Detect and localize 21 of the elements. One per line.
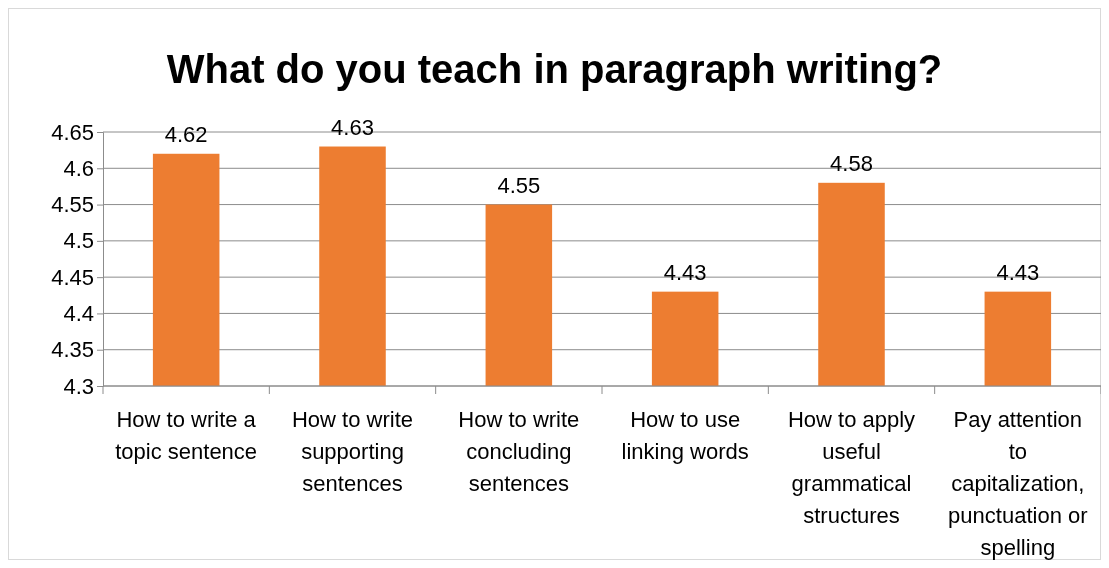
data-label: 4.58	[830, 150, 873, 176]
y-tick-label: 4.55	[51, 192, 94, 218]
y-tick-label: 4.5	[63, 228, 94, 254]
data-label: 4.43	[996, 259, 1040, 285]
x-tick-label: Pay attention to capitalization, punctuation or spelling	[948, 407, 1088, 560]
x-tick-label: How to write supporting sentences	[291, 407, 414, 496]
y-tick-label: 4.35	[51, 337, 94, 363]
chart-title: What do you teach in paragraph writing?	[166, 47, 943, 91]
x-tick-label: How to apply useful grammatical structures	[787, 407, 916, 528]
data-label: 4.43	[663, 259, 707, 285]
y-tick-label: 4.6	[63, 155, 94, 181]
y-tick-label: 4.4	[63, 300, 94, 326]
y-tick-label: 4.65	[51, 119, 94, 145]
x-tick-label: How to write concluding sentences	[458, 407, 580, 496]
x-tick-label: How to write a topic sentence	[115, 407, 258, 464]
y-tick-label: 4.3	[63, 373, 94, 399]
x-tick-label: How to use linking words	[621, 407, 749, 464]
data-label: 4.63	[331, 114, 374, 140]
data-label: 4.55	[497, 172, 541, 198]
y-tick-label: 4.45	[51, 264, 94, 290]
data-label: 4.62	[164, 121, 208, 147]
